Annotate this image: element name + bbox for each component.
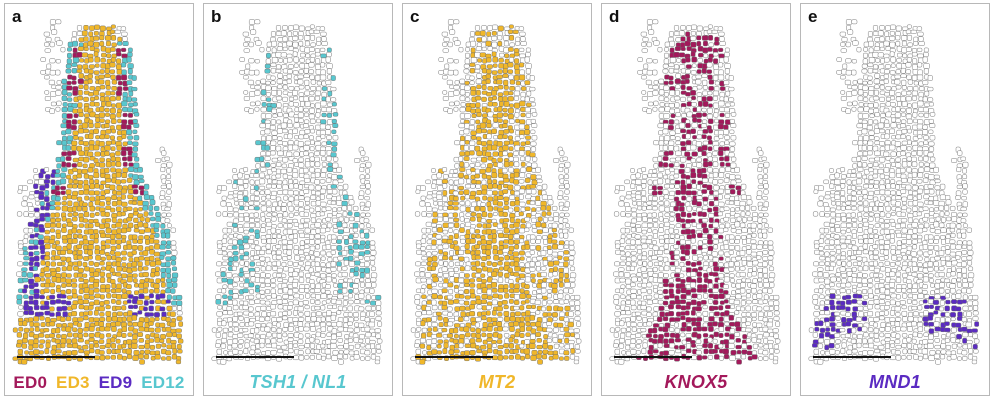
- legend-ed0: ED0: [13, 373, 48, 392]
- panel-label-a: a: [12, 7, 22, 26]
- scale-bar-b: [216, 356, 294, 358]
- panel-d: d KNOX5: [601, 3, 791, 396]
- panel-b: b TSH1 / NL1: [203, 3, 393, 396]
- scale-bar-e: [813, 356, 891, 358]
- panel-label-d: d: [609, 7, 620, 26]
- panel-e: e MND1: [800, 3, 990, 396]
- legend-ed12: ED12: [141, 373, 185, 392]
- scale-bar-c: [415, 356, 493, 358]
- tissue-map-a: [12, 19, 184, 365]
- tissue-map-c: [410, 19, 582, 365]
- panel-c: c MT2: [402, 3, 592, 396]
- legend-ed9: ED9: [98, 373, 133, 392]
- legend-ed3: ED3: [56, 373, 90, 392]
- gene-label-knox5: KNOX5: [664, 372, 728, 392]
- panel-label-c: c: [410, 7, 420, 26]
- scale-bar-d: [614, 356, 692, 358]
- tissue-map-d: [609, 19, 781, 365]
- gene-label-mnd1: MND1: [869, 372, 921, 392]
- panel-label-b: b: [211, 7, 222, 26]
- gene-label-tsh1-nl1: TSH1 / NL1: [249, 372, 347, 392]
- panel-a: a ED0 ED3 ED9 ED12: [4, 3, 194, 396]
- tissue-map-e: [808, 19, 980, 365]
- gene-label-mt2: MT2: [478, 372, 516, 392]
- scale-bar-a: [17, 356, 95, 358]
- tissue-map-b: [211, 19, 383, 365]
- stage-legend: ED0 ED3 ED9 ED12: [5, 373, 193, 393]
- panel-label-e: e: [808, 7, 818, 26]
